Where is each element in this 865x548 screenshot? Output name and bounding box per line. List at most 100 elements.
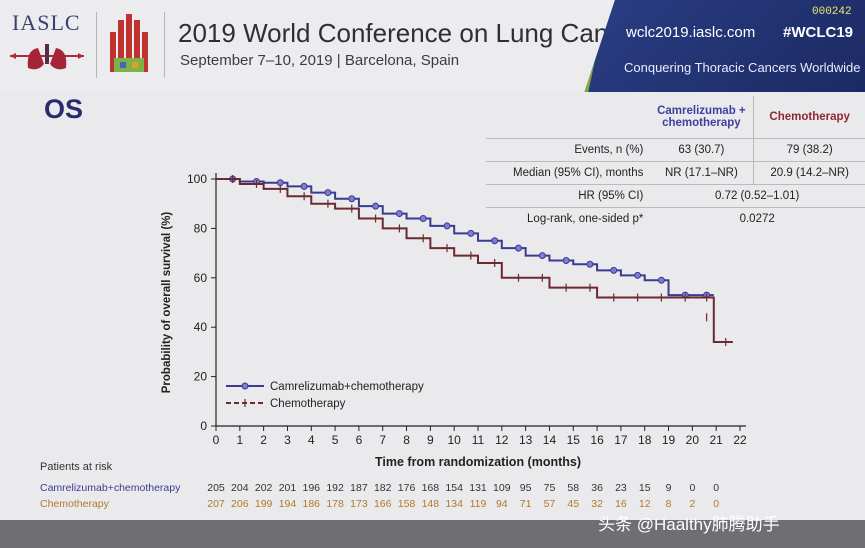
risk-value: 196	[303, 482, 321, 494]
watermark: 头条 @Haalthy肺腾助手	[598, 515, 780, 534]
y-tick-label: 100	[187, 172, 207, 186]
conference-title: 2019 World Conference on Lung Cancer	[178, 18, 645, 48]
risk-value: 16	[615, 498, 627, 510]
risk-value: 0	[689, 482, 695, 494]
stats-row-label: Log-rank, one-sided p*	[527, 213, 644, 225]
risk-value: 32	[591, 498, 603, 510]
risk-value: 204	[231, 482, 249, 494]
risk-value: 0	[713, 482, 719, 494]
censor-mark	[538, 252, 546, 260]
censor-mark	[586, 260, 594, 268]
stats-cell: 79 (38.2)	[753, 138, 865, 162]
stats-col-chemotherapy: Chemotherapy	[753, 96, 865, 139]
risk-table-title: Patients at risk	[40, 461, 113, 473]
conference-banner	[584, 0, 865, 92]
censor-mark	[276, 179, 284, 187]
x-tick-label: 10	[448, 433, 462, 447]
x-tick-label: 16	[590, 433, 604, 447]
risk-value: 187	[350, 482, 368, 494]
censor-mark	[634, 271, 642, 279]
risk-value: 176	[398, 482, 416, 494]
censor-mark	[395, 210, 403, 218]
x-tick-label: 20	[686, 433, 700, 447]
conference-hashtag: #WCLC19	[783, 24, 854, 41]
risk-value: 199	[255, 498, 273, 510]
risk-value: 158	[398, 498, 416, 510]
stats-table: Camrelizumab + chemotherapy Chemotherapy…	[486, 96, 865, 230]
risk-value: 168	[422, 482, 440, 494]
risk-value: 205	[207, 482, 225, 494]
km-curve-chemotherapy	[216, 178, 733, 344]
stats-cell: 63 (30.7)	[649, 138, 754, 162]
x-tick-label: 21	[710, 433, 724, 447]
y-tick-label: 20	[194, 370, 208, 384]
stats-table-header: Camrelizumab + chemotherapy Chemotherapy	[486, 96, 865, 139]
risk-value: 192	[326, 482, 344, 494]
x-tick-label: 22	[733, 433, 747, 447]
risk-value: 178	[326, 498, 344, 510]
y-tick-label: 0	[200, 419, 207, 433]
x-tick-label: 17	[614, 433, 628, 447]
risk-value: 57	[544, 498, 556, 510]
x-tick-label: 1	[236, 433, 243, 447]
x-tick-label: 4	[308, 433, 315, 447]
censor-mark	[562, 257, 570, 265]
risk-value: 173	[350, 498, 368, 510]
sagrada-familia-logo-icon	[110, 14, 148, 72]
risk-value: 45	[567, 498, 579, 510]
risk-value: 12	[639, 498, 651, 510]
censor-mark	[324, 189, 332, 197]
censor-mark	[419, 215, 427, 223]
risk-value: 109	[493, 482, 511, 494]
x-tick-label: 13	[519, 433, 533, 447]
x-tick-label: 19	[662, 433, 676, 447]
stats-row-label: HR (95% CI)	[486, 184, 650, 208]
x-tick-label: 18	[638, 433, 652, 447]
censor-mark	[300, 182, 308, 190]
stats-col-camrelizumab: Camrelizumab + chemotherapy	[649, 96, 754, 139]
risk-value: 202	[255, 482, 273, 494]
conference-tagline: Conquering Thoracic Cancers Worldwide	[624, 60, 861, 75]
y-tick-label: 80	[194, 221, 208, 235]
x-tick-label: 11	[472, 433, 485, 447]
header-divider	[164, 12, 165, 78]
stats-row-label: Events, n (%)	[486, 138, 650, 162]
legend-label: Chemotherapy	[270, 398, 346, 410]
slide-title: OS	[44, 94, 84, 124]
risk-value: 2	[689, 498, 695, 510]
risk-value: 95	[520, 482, 532, 494]
x-tick-label: 15	[567, 433, 581, 447]
stats-cell: 0.0272	[739, 213, 775, 225]
x-tick-label: 7	[379, 433, 386, 447]
risk-value: 186	[303, 498, 321, 510]
risk-value: 94	[496, 498, 508, 510]
x-axis-label: Time from randomization (months)	[375, 455, 581, 469]
stats-row-label: Median (95% CI), months	[486, 161, 650, 185]
risk-value: 58	[567, 482, 579, 494]
conference-website: wclc2019.iaslc.com	[626, 24, 756, 41]
x-tick-label: 0	[213, 433, 220, 447]
censor-mark	[657, 276, 665, 284]
x-tick-label: 8	[403, 433, 410, 447]
censor-mark	[610, 266, 618, 274]
risk-value: 119	[470, 498, 487, 510]
censor-mark	[467, 229, 475, 237]
legend-label: Camrelizumab+chemotherapy	[270, 381, 424, 393]
censor-mark	[372, 202, 380, 210]
risk-value: 194	[279, 498, 297, 510]
risk-value: 15	[639, 482, 651, 494]
risk-value: 23	[615, 482, 627, 494]
risk-value: 148	[422, 498, 440, 510]
risk-value: 207	[207, 498, 225, 510]
risk-row-label: Camrelizumab+chemotherapy	[40, 482, 181, 494]
x-tick-label: 12	[495, 433, 509, 447]
legend-marker	[241, 382, 249, 390]
censor-mark	[443, 222, 451, 230]
conference-subtitle: September 7–10, 2019 | Barcelona, Spain	[180, 52, 460, 69]
stats-cell: NR (17.1–NR)	[649, 161, 754, 185]
y-tick-label: 40	[194, 320, 208, 334]
risk-value: 71	[520, 498, 532, 510]
stats-row: Median (95% CI), months NR (17.1–NR) 20.…	[486, 161, 865, 185]
risk-value: 134	[445, 498, 463, 510]
